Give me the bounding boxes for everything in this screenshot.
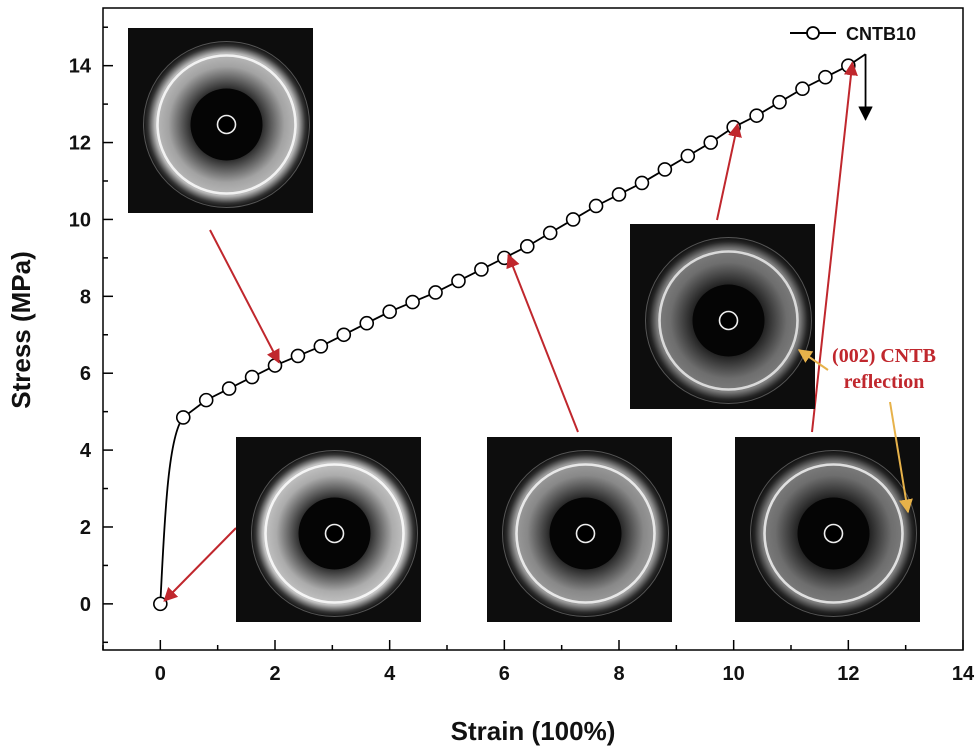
y-tick-label: 8	[80, 286, 91, 308]
plot-frame	[102, 7, 964, 651]
x-tick-label: 4	[384, 663, 396, 685]
beam-stop	[575, 523, 596, 544]
x-tick-label: 10	[723, 663, 745, 685]
pointer-arrow	[811, 61, 858, 433]
data-point	[726, 119, 741, 135]
data-point	[267, 358, 283, 373]
x-tick-label: 14	[952, 663, 975, 685]
x-tick-label: 6	[499, 663, 510, 685]
data-point	[818, 69, 833, 85]
x-tick-label: 12	[837, 663, 859, 685]
y-axis: 0 2 4 6 8 10 12 14	[69, 26, 113, 644]
reflection-ring	[264, 463, 405, 604]
data-point	[313, 338, 329, 354]
y-tick-label: 0	[80, 594, 91, 616]
data-point	[290, 348, 306, 364]
reflection-ring	[156, 54, 297, 195]
legend-marker	[806, 26, 820, 40]
outer-ring	[251, 450, 418, 617]
diffraction-inset-strain-6	[487, 437, 672, 622]
reflection-ring	[515, 463, 656, 604]
outer-ring	[143, 41, 310, 208]
legend: CNTB10	[790, 24, 916, 44]
y-tick-label: 6	[80, 363, 91, 385]
data-point	[519, 239, 535, 254]
annotation-line-1: (002) CNTB	[832, 345, 936, 367]
data-point	[474, 262, 489, 277]
diffraction-inset-strain-10	[630, 224, 815, 409]
diffraction-inset-initial	[236, 437, 421, 622]
diffraction-inset-top-left	[128, 28, 313, 213]
data-point	[565, 212, 581, 227]
data-point	[244, 369, 260, 385]
data-point	[382, 304, 397, 320]
data-point	[680, 148, 696, 164]
y-tick-label: 14	[69, 56, 92, 78]
data-point	[221, 381, 237, 396]
y-tick-label: 2	[80, 517, 91, 539]
y-tick-label: 4	[80, 440, 92, 462]
x-axis-title: Strain (100%)	[451, 716, 616, 746]
pointer-arrow	[163, 527, 237, 602]
annotation-arrow-down	[889, 401, 913, 514]
annotation-arrow-left	[797, 349, 829, 371]
data-point	[588, 198, 604, 214]
pointer-arrow	[209, 229, 280, 364]
reflection-ring	[763, 463, 904, 604]
data-point	[795, 81, 810, 97]
y-axis-title: Stress (MPa)	[6, 251, 36, 409]
diffraction-inset-strain-12	[735, 437, 920, 622]
data-point	[198, 392, 214, 408]
reflection-ring	[658, 250, 799, 391]
beam-stop	[324, 523, 345, 544]
outer-ring	[645, 237, 812, 404]
data-point	[749, 108, 764, 123]
data-point	[542, 225, 558, 241]
pointer-arrow	[716, 122, 742, 221]
pointer-arrow	[506, 253, 579, 433]
x-axis: 0 2 4 6 8 10 12 14	[102, 640, 975, 685]
data-point	[428, 285, 443, 300]
x-tick-label: 2	[269, 663, 280, 685]
data-point	[451, 273, 466, 289]
data-point	[703, 135, 719, 150]
pointer-arrows	[163, 61, 858, 602]
outer-ring	[502, 450, 669, 617]
data-point	[772, 94, 787, 110]
beam-stop	[823, 523, 844, 544]
y-tick-label: 10	[69, 209, 91, 231]
diffraction-insets	[128, 28, 920, 622]
data-point	[336, 327, 352, 343]
beam-stop	[718, 310, 739, 331]
data-point	[657, 162, 673, 177]
reflection-annotation: (002) CNTB reflection	[797, 345, 936, 514]
data-point	[175, 410, 191, 425]
x-tick-label: 8	[613, 663, 624, 685]
x-tick-label: 0	[155, 663, 166, 685]
beam-stop	[216, 114, 237, 135]
data-point	[359, 315, 375, 331]
annotation-line-2: reflection	[844, 371, 925, 393]
outer-ring	[750, 450, 917, 617]
data-point	[405, 294, 420, 310]
legend-label: CNTB10	[846, 24, 916, 44]
data-point	[611, 187, 627, 202]
data-point	[634, 175, 650, 191]
y-tick-label: 12	[69, 133, 91, 155]
series-cntb10	[153, 53, 873, 612]
